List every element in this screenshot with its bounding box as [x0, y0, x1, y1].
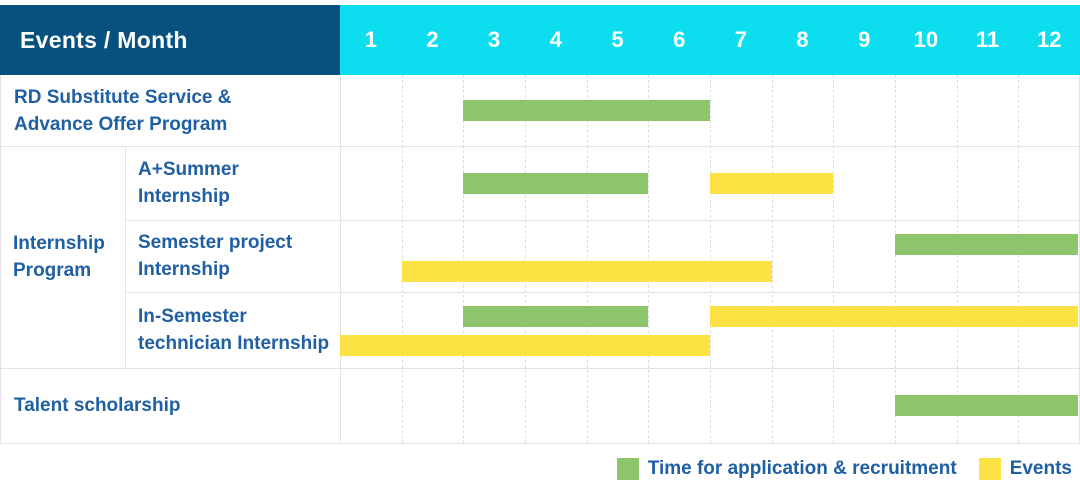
month-header-row: 1 2 3 4 5 6 7 8 9 10 11 12	[340, 5, 1080, 75]
events-month-header-cell: Events / Month	[0, 5, 340, 75]
gantt-bar-event	[340, 335, 710, 356]
month-header-cell: 10	[913, 27, 939, 52]
month-header-cell: 4	[549, 27, 562, 52]
row-label-line: In-Semester	[138, 306, 247, 327]
row-divider	[0, 443, 1080, 444]
month-gridline	[402, 75, 403, 443]
row-divider	[125, 220, 1080, 221]
legend-label: Events	[1009, 458, 1072, 479]
gantt-bar-application	[463, 173, 648, 194]
month-gridline	[463, 75, 464, 443]
gantt-bar-application	[463, 100, 710, 121]
row-divider	[0, 368, 1080, 369]
month-gridline	[772, 75, 773, 443]
month-header-cell: 12	[1036, 27, 1062, 52]
month-header-cell: 1	[364, 27, 377, 52]
legend-item: Events	[978, 458, 1072, 480]
month-gridline	[1018, 75, 1019, 443]
month-gridline	[648, 75, 649, 443]
legend-swatch-event	[978, 458, 1001, 480]
gantt-bar-event	[710, 173, 833, 194]
row-label-line: Advance Offer Program	[14, 113, 228, 135]
label-months-divider	[340, 75, 341, 443]
events-month-header-label: Events / Month	[20, 26, 188, 53]
legend: Time for application & recruitment Events	[616, 458, 1072, 480]
row-label-line: Internship	[138, 186, 230, 207]
row-label: In-Semester technician Internship	[125, 292, 340, 368]
month-gridline	[710, 75, 711, 443]
table-left-border	[0, 75, 1, 443]
month-gridline	[587, 75, 588, 443]
gantt-bar-event	[402, 261, 772, 282]
month-header-cell: 11	[975, 27, 1000, 52]
row-divider	[125, 292, 1080, 293]
month-header-cell: 5	[611, 27, 624, 52]
row-label-line: Talent scholarship	[14, 395, 181, 416]
gantt-bar-application	[463, 306, 648, 327]
legend-swatch-application	[616, 458, 639, 480]
row-label: A+Summer Internship	[125, 146, 340, 220]
gantt-bar-application	[895, 395, 1078, 416]
month-gridline	[957, 75, 958, 443]
gantt-bar-application	[895, 234, 1078, 255]
row-label: RD Substitute Service & Advance Offer Pro…	[0, 75, 340, 146]
group-label-line: Program	[13, 260, 92, 281]
row-divider	[0, 146, 1080, 147]
group-label-line: Internship	[13, 233, 105, 254]
row-label-line: RD Substitute Service &	[14, 86, 232, 108]
row-label: Semester project Internship	[125, 220, 340, 292]
row-label-line: Internship	[138, 259, 230, 280]
month-gridline	[895, 75, 896, 443]
row-label-line: A+Summer	[138, 159, 239, 180]
group-label: Internship Program	[0, 146, 125, 368]
row-label-line: technician Internship	[138, 333, 330, 354]
month-header-cell: 2	[426, 27, 439, 52]
month-gridline	[525, 75, 526, 443]
gantt-bar-event	[710, 306, 1078, 327]
row-label: Talent scholarship	[0, 368, 340, 443]
legend-item: Time for application & recruitment	[616, 458, 957, 480]
legend-label: Time for application & recruitment	[647, 458, 957, 479]
month-header-cell: 7	[734, 27, 747, 52]
month-gridline	[833, 75, 834, 443]
month-header-cell: 9	[858, 27, 871, 52]
row-label-line: Semester project	[138, 232, 293, 253]
group-sublabel-divider	[125, 146, 126, 368]
month-header-cell: 6	[673, 27, 686, 52]
month-header-cell: 3	[488, 27, 501, 52]
month-header-cell: 8	[796, 27, 809, 52]
